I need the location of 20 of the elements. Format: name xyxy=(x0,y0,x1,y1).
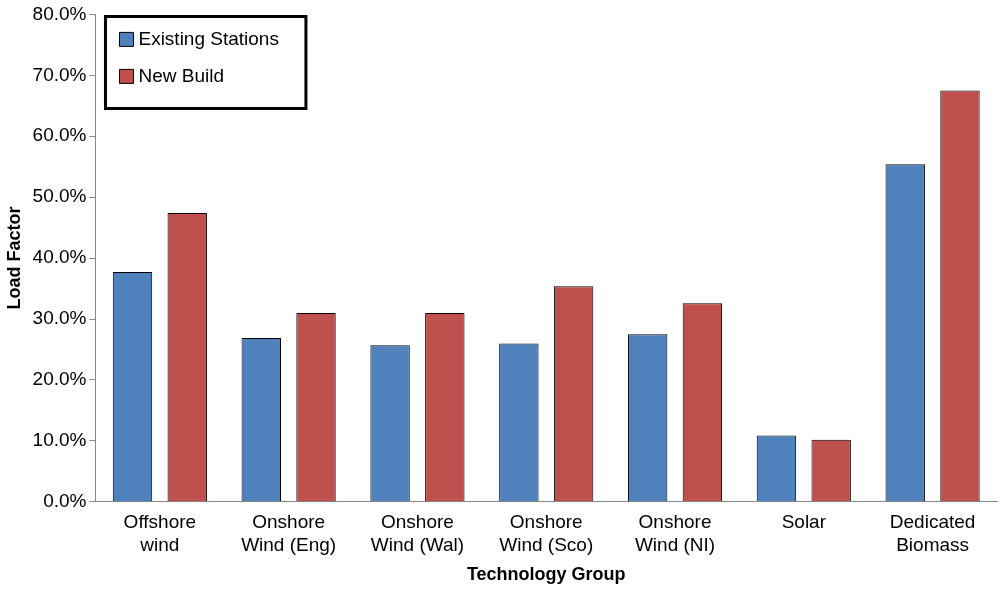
y-tick-label: 50.0% xyxy=(32,185,87,207)
y-tick-label: 60.0% xyxy=(32,124,87,146)
y-axis-title: Load Factor xyxy=(3,206,24,310)
y-tick-label: 70.0% xyxy=(32,63,87,85)
legend-label: Existing Stations xyxy=(138,27,279,49)
y-tick-label: 80.0% xyxy=(32,2,87,24)
y-tick-label: 30.0% xyxy=(32,307,87,329)
x-tick-label: Offshore wind xyxy=(123,511,197,556)
x-tick-label: Onshore Wind (Sco) xyxy=(499,511,594,556)
y-tick-label: 40.0% xyxy=(32,246,87,268)
x-axis-title: Technology Group xyxy=(466,564,626,585)
x-tick-label: Onshore Wind (Eng) xyxy=(241,511,337,556)
y-tick-label: 0.0% xyxy=(43,490,87,512)
x-tick-label: Solar xyxy=(781,511,827,533)
x-tick-label: Onshore Wind (Wal) xyxy=(370,511,465,556)
y-tick-label: 10.0% xyxy=(32,429,87,451)
x-tick-label: Dedicated Biomass xyxy=(889,511,976,556)
legend-label: New Build xyxy=(138,64,225,86)
y-tick-label: 20.0% xyxy=(32,368,87,390)
x-tick-label: Onshore Wind (NI) xyxy=(634,511,716,556)
